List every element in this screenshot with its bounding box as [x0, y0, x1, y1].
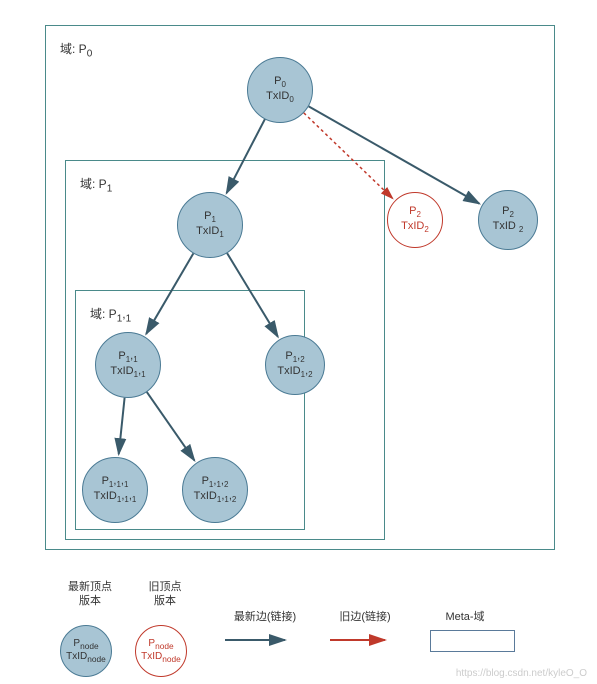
watermark: https://blog.csdn.net/kyleO_O	[456, 668, 587, 679]
node-label1: P2	[409, 205, 421, 220]
diagram-container: 域: P0域: P1域: P1,1P0TxID0P1TxID1P2TxID2P2…	[0, 0, 597, 560]
node-p0: P0TxID0	[247, 57, 313, 123]
legend-meta-box	[430, 630, 515, 652]
node-p111: P1,1,1TxID1,1,1	[82, 457, 148, 523]
node-label1: P1,2	[285, 350, 304, 365]
node-label1: P1,1,2	[202, 475, 229, 490]
node-label2: TxID1,1	[110, 365, 145, 380]
node-label2: TxID1,2	[277, 365, 312, 380]
node-label2: TxID1	[196, 225, 224, 240]
node-p1: P1TxID1	[177, 192, 243, 258]
domain-label-d0: 域: P0	[60, 40, 92, 59]
node-label1: P1,1	[118, 350, 137, 365]
node-label2: TxID1,1,2	[194, 490, 237, 505]
node-p2: P2TxID 2	[478, 190, 538, 250]
node-label1: P0	[274, 75, 286, 90]
legend-node: PnodeTxIDnode	[135, 625, 187, 677]
node-p112: P1,1,2TxID1,1,2	[182, 457, 248, 523]
node-label2: TxID 2	[493, 220, 524, 235]
node-label1: P2	[502, 205, 514, 220]
legend-label: 最新顶点版本	[55, 580, 125, 609]
domain-label-d11: 域: P1,1	[90, 305, 131, 324]
domain-label-d1: 域: P1	[80, 175, 112, 194]
legend-label: 旧顶点版本	[135, 580, 195, 609]
node-label2: TxID1,1,1	[94, 490, 137, 505]
node-p12: P1,2TxID1,2	[265, 335, 325, 395]
node-label2: TxID0	[266, 90, 294, 105]
node-label2: TxID2	[401, 220, 429, 235]
legend-label: 旧边(链接)	[325, 610, 405, 624]
legend-node: PnodeTxIDnode	[60, 625, 112, 677]
node-label1: P1,1,1	[102, 475, 129, 490]
node-label1: P1	[204, 210, 216, 225]
node-p2old: P2TxID2	[387, 192, 443, 248]
node-p11: P1,1TxID1,1	[95, 332, 161, 398]
legend-label: Meta-域	[430, 610, 500, 624]
legend-label: 最新边(链接)	[220, 610, 310, 624]
